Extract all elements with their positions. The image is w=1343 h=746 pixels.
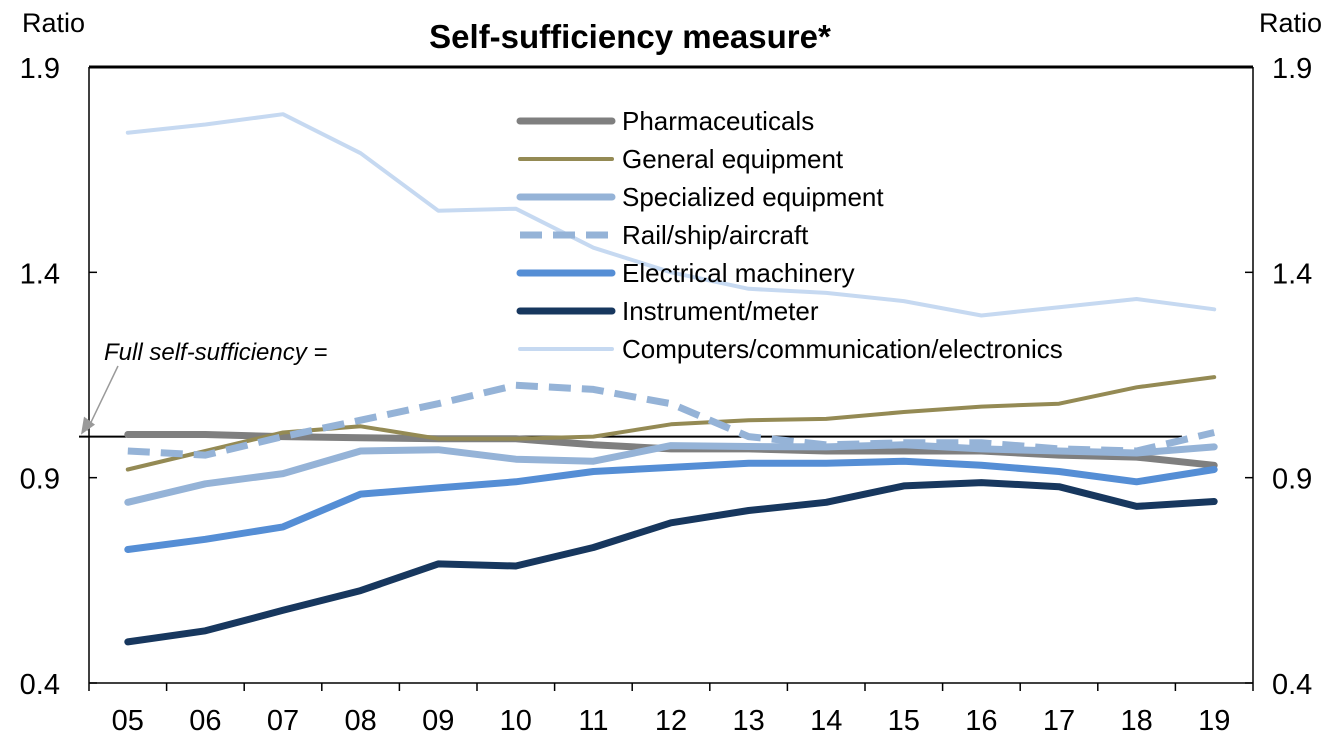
x-tick-label: 07 <box>267 705 299 737</box>
series-line-6 <box>125 112 1217 318</box>
x-tick-label: 15 <box>888 705 920 737</box>
series-line-4 <box>124 457 1218 553</box>
legend: Pharmaceuticals General equipment Speciali… <box>516 106 1063 364</box>
right-y-tick-label: 1.4 <box>1272 258 1312 290</box>
x-tick-label: 09 <box>422 705 454 737</box>
series-line-3 <box>127 381 1216 459</box>
x-tick-label: 08 <box>344 705 376 737</box>
chart-title: Self-sufficiency measure* <box>429 18 831 55</box>
right-axis-unit: Ratio <box>1259 8 1322 38</box>
annotation-arrow-head <box>81 416 95 435</box>
x-tick-label: 06 <box>189 705 221 737</box>
x-tick-label: 17 <box>1043 705 1075 737</box>
right-y-tick-label: 0.9 <box>1272 464 1312 496</box>
series-line-2 <box>124 441 1218 506</box>
left-y-tick-label: 0.9 <box>20 464 60 496</box>
legend-label-0: Pharmaceuticals <box>622 106 814 136</box>
legend-label-5: Instrument/meter <box>622 296 819 326</box>
x-tick-label: 05 <box>112 705 144 737</box>
legend-label-1: General equipment <box>622 144 844 174</box>
axes-layer: 1.9 1.9 1.4 1.4 0.9 0.9 0.4 0.4 05 06 07 08 09 10 11 12… <box>20 53 1313 737</box>
right-y-tick-label: 0.4 <box>1272 669 1312 701</box>
x-tick-label: 13 <box>732 705 764 737</box>
series-layer <box>124 112 1218 646</box>
x-tick-label: 11 <box>578 705 608 737</box>
left-y-tick-label: 1.9 <box>20 53 60 85</box>
series-line-5 <box>124 479 1218 646</box>
annotation-arrow-shaft <box>86 365 119 431</box>
legend-label-4: Electrical machinery <box>622 258 855 288</box>
x-tick-label: 10 <box>500 705 532 737</box>
reference-line-label: Full self-sufficiency = <box>104 339 327 366</box>
x-tick-label: 14 <box>810 705 842 737</box>
legend-label-6: Computers/communication/electronics <box>622 334 1063 364</box>
legend-label-3: Rail/ship/aircraft <box>622 220 809 250</box>
left-y-tick-label: 1.4 <box>20 258 60 290</box>
x-tick-label: 18 <box>1120 705 1152 737</box>
x-tick-label: 12 <box>655 705 687 737</box>
left-y-tick-label: 0.4 <box>20 669 60 701</box>
x-tick-label: 16 <box>965 705 997 737</box>
labels-layer: Self-sufficiency measure* Ratio Ratio Fu… <box>22 8 1322 366</box>
legend-label-2: Specialized equipment <box>622 182 884 212</box>
right-y-tick-label: 1.9 <box>1272 53 1312 85</box>
left-axis-unit: Ratio <box>22 8 85 38</box>
x-tick-label: 19 <box>1198 705 1230 737</box>
